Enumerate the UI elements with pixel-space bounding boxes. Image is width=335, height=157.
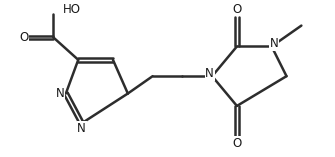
- Text: HO: HO: [62, 3, 80, 16]
- Text: N: N: [56, 87, 64, 100]
- Text: O: O: [19, 31, 28, 44]
- Text: N: N: [270, 37, 278, 50]
- Text: O: O: [232, 3, 242, 16]
- Text: O: O: [232, 137, 242, 150]
- Text: N: N: [205, 67, 214, 80]
- Text: N: N: [77, 122, 86, 135]
